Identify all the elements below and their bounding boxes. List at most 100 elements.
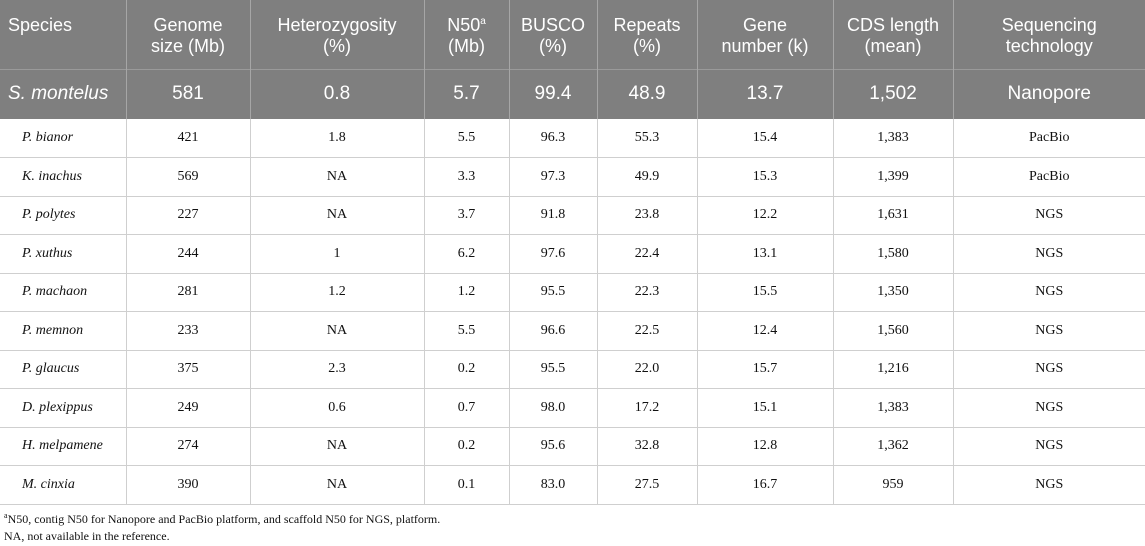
- species-cell: P. polytes: [0, 196, 127, 235]
- table-cell: NGS: [953, 234, 1145, 274]
- table-cell: 15.7: [697, 350, 834, 389]
- table-row: M. cinxia 390 NA 0.1 83.0 27.5 16.7 959 NGS: [0, 465, 1145, 505]
- header-n50: N50a (Mb): [424, 0, 510, 69]
- table-row: K. inachus 569 NA 3.3 97.3 49.9 15.3 1,399 PacBi…: [0, 157, 1145, 197]
- table-cell: 1,560: [833, 311, 954, 351]
- table-cell: 22.3: [597, 273, 698, 312]
- table-cell: 249: [126, 388, 251, 428]
- table-cell: 16.7: [697, 465, 834, 505]
- table-cell: 0.2: [424, 427, 510, 466]
- species-cell: M. cinxia: [0, 465, 127, 505]
- header-row: Species Genome size (Mb) Heterozygosity (%…: [0, 0, 1145, 69]
- table-cell: 15.5: [697, 273, 834, 312]
- species-cell: P. xuthus: [0, 234, 127, 274]
- table-cell: 0.6: [250, 388, 425, 428]
- table-cell: 12.4: [697, 311, 834, 351]
- table-cell: 1,383: [833, 119, 954, 158]
- table-cell: 22.0: [597, 350, 698, 389]
- table-cell: 2.3: [250, 350, 425, 389]
- table-cell: 91.8: [509, 196, 598, 235]
- table-cell: 3.7: [424, 196, 510, 235]
- header-genome-size: Genome size (Mb): [126, 0, 251, 69]
- table-cell: 1,580: [833, 234, 954, 274]
- table-cell: 83.0: [509, 465, 598, 505]
- table-cell: 15.1: [697, 388, 834, 428]
- header-species: Species: [0, 0, 127, 69]
- footnote-marker: a: [480, 16, 486, 27]
- highlight-cell: 0.8: [250, 68, 425, 119]
- header-cds-length: CDS length (mean): [833, 0, 954, 69]
- table-cell: 1,362: [833, 427, 954, 466]
- table-cell: 49.9: [597, 157, 698, 197]
- table-cell: 421: [126, 119, 251, 158]
- table-cell: 1,631: [833, 196, 954, 235]
- table-row: D. plexippus 249 0.6 0.7 98.0 17.2 15.1 1,383 NG…: [0, 388, 1145, 428]
- table-cell: 96.3: [509, 119, 598, 158]
- table-cell: NGS: [953, 311, 1145, 351]
- species-cell: P. memnon: [0, 311, 127, 351]
- table-cell: 1.2: [250, 273, 425, 312]
- table-cell: 3.3: [424, 157, 510, 197]
- table-cell: 274: [126, 427, 251, 466]
- table-cell: 6.2: [424, 234, 510, 274]
- table-cell: NGS: [953, 196, 1145, 235]
- highlight-cell: 13.7: [697, 68, 834, 119]
- table-row: P. machaon 281 1.2 1.2 95.5 22.3 15.5 1,350 NGS: [0, 273, 1145, 312]
- table-cell: 5.5: [424, 311, 510, 351]
- table-cell: 97.3: [509, 157, 598, 197]
- table-cell: NA: [250, 427, 425, 466]
- table-cell: PacBio: [953, 119, 1145, 158]
- table-cell: 959: [833, 465, 954, 505]
- table-cell: 12.2: [697, 196, 834, 235]
- table-cell: 1: [250, 234, 425, 274]
- species-cell: P. machaon: [0, 273, 127, 312]
- species-cell: K. inachus: [0, 157, 127, 197]
- header-heterozygosity: Heterozygosity (%): [250, 0, 425, 69]
- table-cell: 13.1: [697, 234, 834, 274]
- table-cell: NGS: [953, 388, 1145, 428]
- table-cell: NGS: [953, 350, 1145, 389]
- footnote-na: NA, not available in the reference.: [4, 529, 170, 543]
- header-busco: BUSCO (%): [509, 0, 598, 69]
- genome-comparison-table: Species Genome size (Mb) Heterozygosity (%…: [0, 0, 1145, 505]
- table-cell: 0.2: [424, 350, 510, 389]
- table-cell: 0.1: [424, 465, 510, 505]
- table-cell: 12.8: [697, 427, 834, 466]
- table-cell: 15.3: [697, 157, 834, 197]
- header-sequencing-technology: Sequencing technology: [1001, 15, 1097, 56]
- table-row: P. polytes 227 NA 3.7 91.8 23.8 12.2 1,631 NGS: [0, 196, 1145, 235]
- table-cell: 569: [126, 157, 251, 197]
- table-cell: 22.4: [597, 234, 698, 274]
- table-row: H. melpamene 274 NA 0.2 95.6 32.8 12.8 1,362 NGS: [0, 427, 1145, 466]
- table-cell: 95.5: [509, 350, 598, 389]
- table-cell: 233: [126, 311, 251, 351]
- highlight-row: S. montelus 581 0.8 5.7 99.4 48.9 13.7 1…: [0, 68, 1145, 119]
- table-row: P. glaucus 375 2.3 0.2 95.5 22.0 15.7 1,216 NGS: [0, 350, 1145, 389]
- table-cell: 32.8: [597, 427, 698, 466]
- table-cell: 1,399: [833, 157, 954, 197]
- table-cell: 1,216: [833, 350, 954, 389]
- table-cell: 390: [126, 465, 251, 505]
- table-row: P. xuthus 244 1 6.2 97.6 22.4 13.1 1,580 NGS: [0, 234, 1145, 274]
- table-cell: 98.0: [509, 388, 598, 428]
- table-cell: 95.5: [509, 273, 598, 312]
- table-cell: 244: [126, 234, 251, 274]
- table-cell: 375: [126, 350, 251, 389]
- header-repeats: Repeats (%): [597, 0, 698, 69]
- species-cell: D. plexippus: [0, 388, 127, 428]
- highlight-cell: 5.7: [424, 68, 510, 119]
- table-cell: 1.2: [424, 273, 510, 312]
- table-cell: 97.6: [509, 234, 598, 274]
- table-cell: NGS: [953, 427, 1145, 466]
- table-cell: NGS: [953, 273, 1145, 312]
- table-cell: 15.4: [697, 119, 834, 158]
- table-row: P. memnon 233 NA 5.5 96.6 22.5 12.4 1,560 NGS: [0, 311, 1145, 351]
- highlight-cell: 1,502: [833, 68, 954, 119]
- table-cell: 55.3: [597, 119, 698, 158]
- footnote-a: aN50, contig N50 for Nanopore and PacBio…: [4, 511, 441, 527]
- table-cell: 5.5: [424, 119, 510, 158]
- table-cell: 22.5: [597, 311, 698, 351]
- highlight-cell: 99.4: [509, 68, 598, 119]
- table-cell: 227: [126, 196, 251, 235]
- table-cell: PacBio: [953, 157, 1145, 197]
